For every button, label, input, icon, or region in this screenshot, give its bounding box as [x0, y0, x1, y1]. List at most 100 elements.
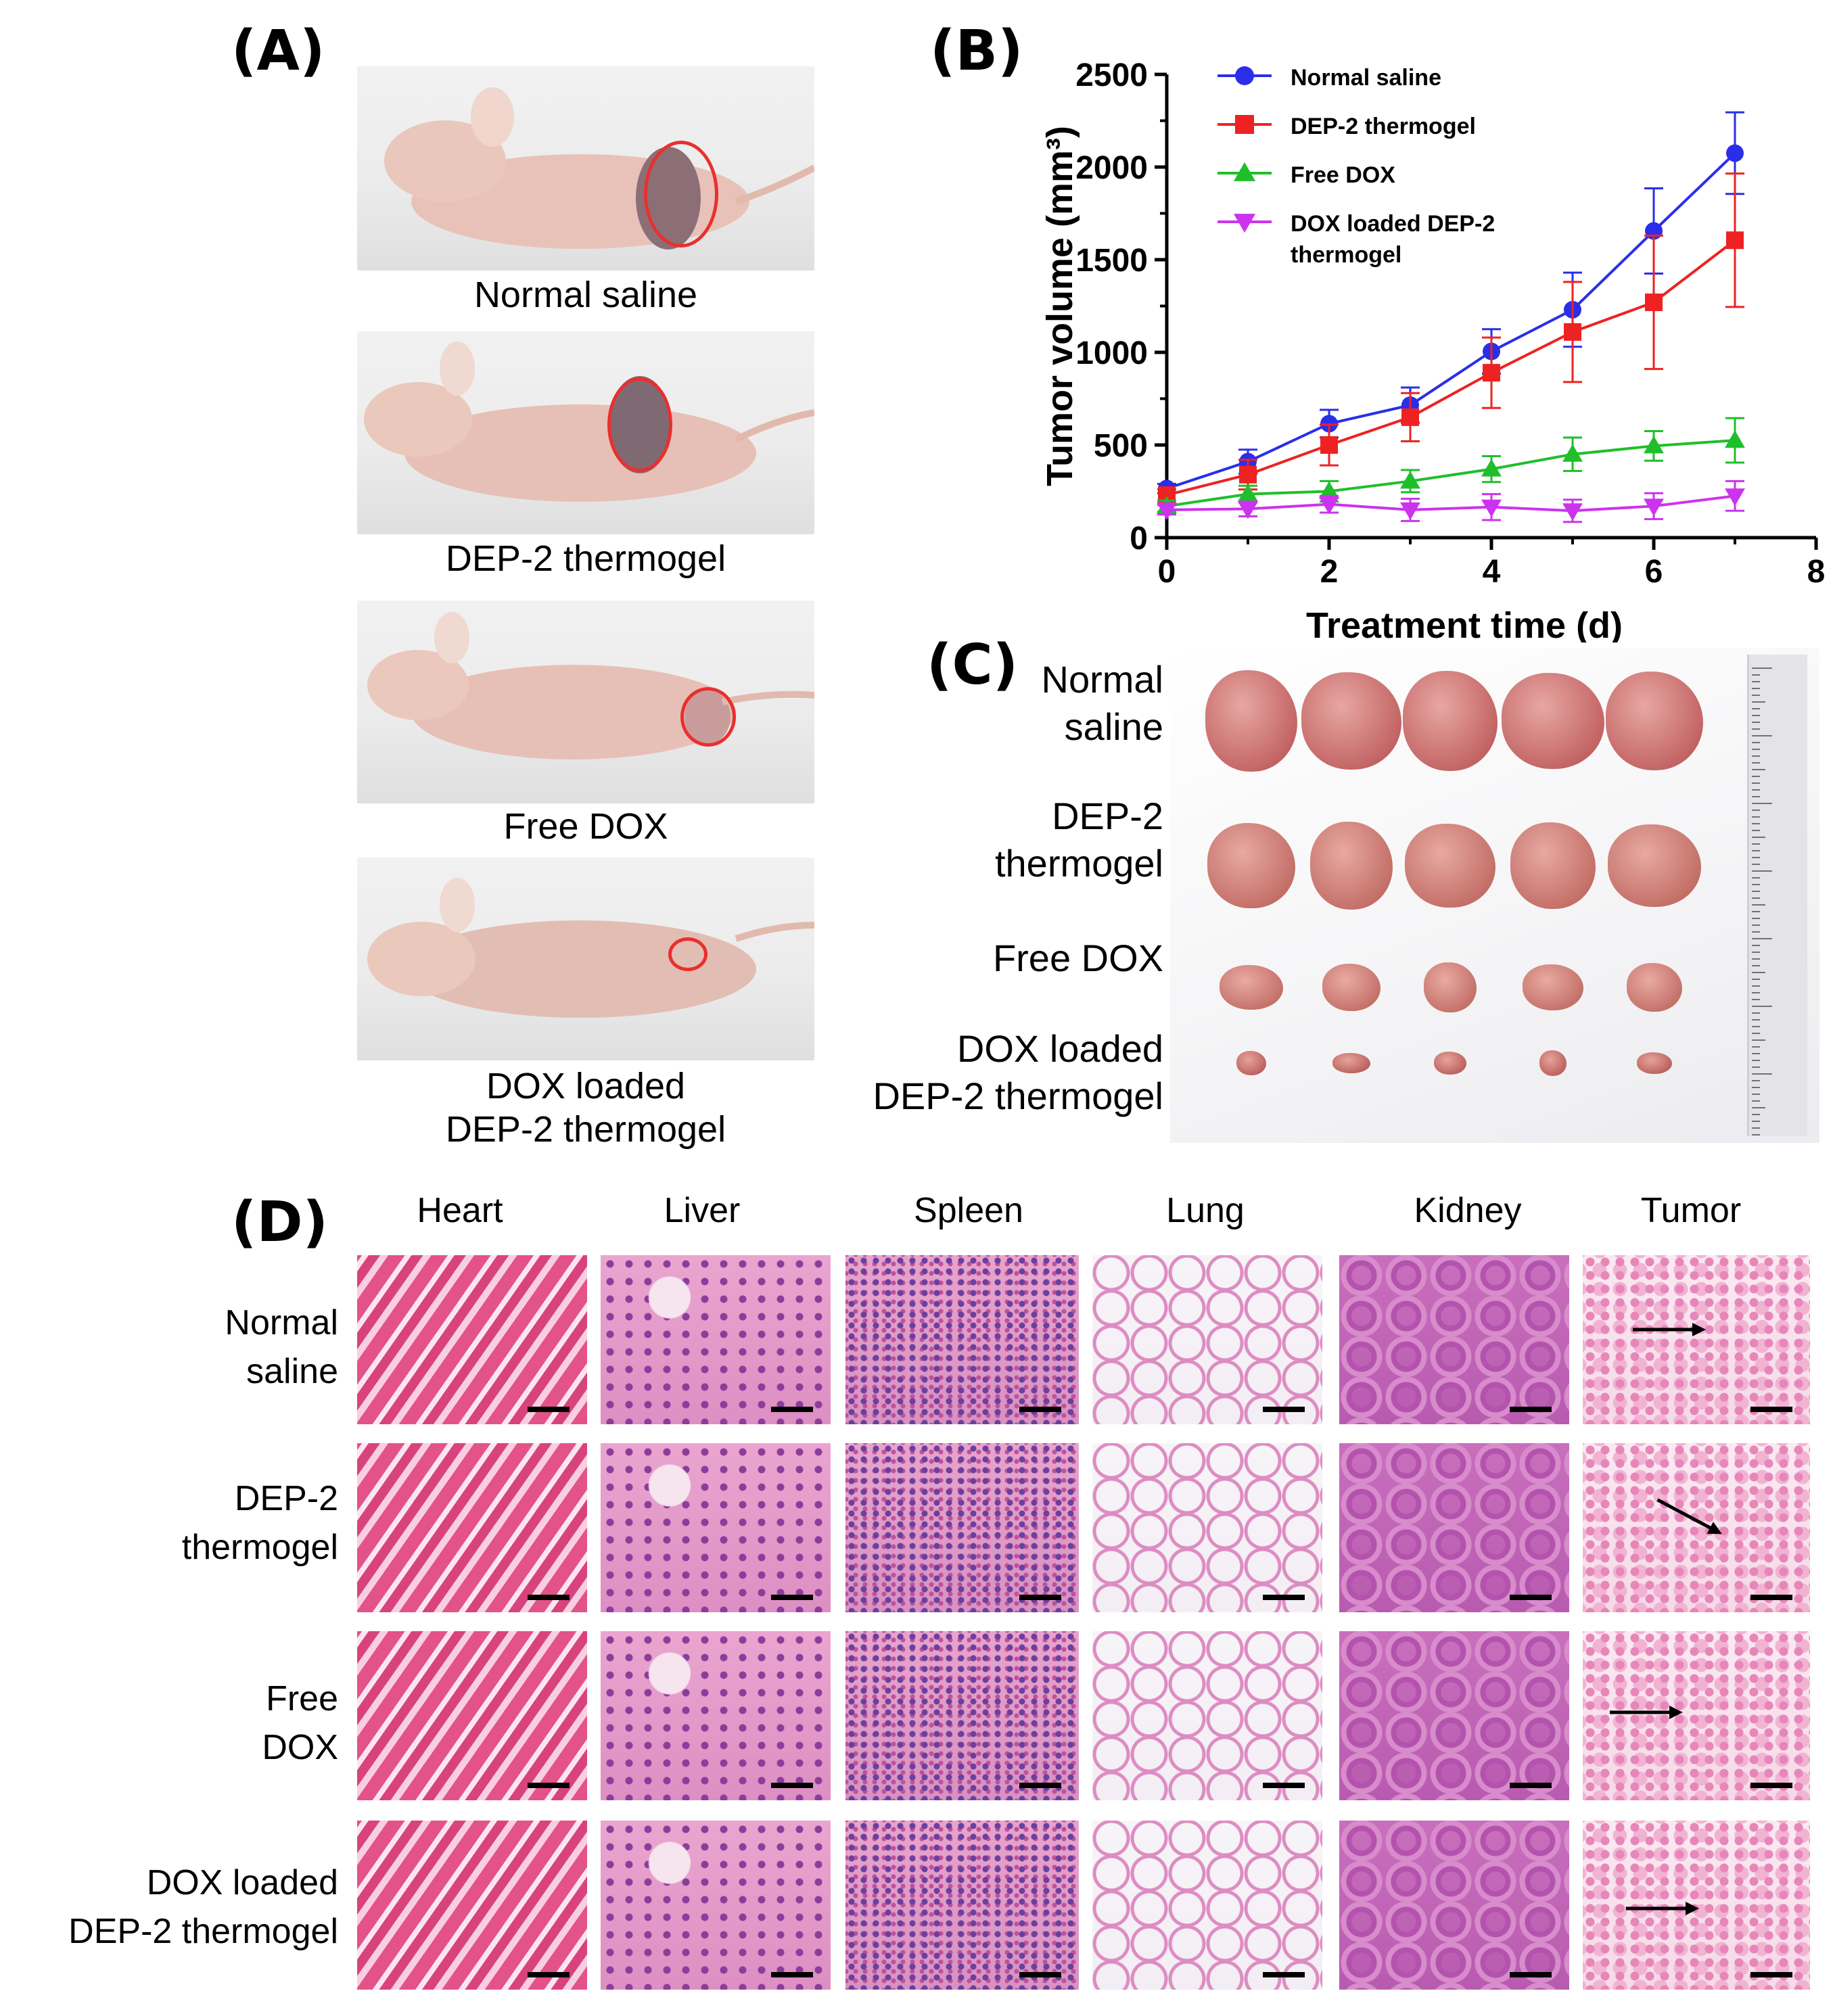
series-3-line	[1166, 494, 1736, 513]
series-1-point	[1564, 323, 1581, 341]
y-axis-label: Tumor volume (mm³)	[1040, 126, 1080, 486]
mouse-photo-dox-loaded	[357, 858, 814, 1060]
caption-dox-loaded: DOX loaded DEP-2 thermogel	[445, 1066, 726, 1150]
series-1-point	[1401, 408, 1419, 426]
histology-tile	[1092, 1443, 1322, 1612]
legend-label: DOX loaded DEP-2	[1291, 211, 1495, 237]
series-3-point	[1481, 499, 1502, 517]
x-axis-label: Treatment time (d)	[1306, 605, 1623, 642]
series-2-line	[1166, 439, 1736, 508]
excised-tumor	[1608, 824, 1701, 907]
panel-b-letter: (B)	[930, 19, 1023, 83]
histology-tile	[1583, 1255, 1810, 1424]
d-col-kidney: Kidney	[1414, 1191, 1522, 1230]
series-2-point	[1481, 459, 1502, 477]
legend-marker	[1233, 214, 1256, 233]
scale-bar	[1263, 1407, 1305, 1412]
caption-free-dox: Free DOX	[503, 806, 668, 847]
d-row-free-dox: Free DOX	[262, 1679, 338, 1767]
histology-tile	[357, 1255, 587, 1424]
c-row-label-free-dox: Free DOX	[992, 937, 1163, 979]
histology-tile	[601, 1631, 831, 1800]
scale-bar	[528, 1595, 570, 1600]
scale-bar	[1019, 1783, 1061, 1788]
series-1-line	[1166, 239, 1736, 496]
scale-bar	[1263, 1972, 1305, 1977]
tumor-volume-chart: 0 500 1000 1500 2000 2500 0 2 4 6 8 Treatment time …	[1040, 57, 1825, 642]
tumor-outline-icon	[668, 937, 707, 971]
excised-tumor	[1301, 672, 1401, 770]
c-row-label-dep2: DEP-2 thermogel	[994, 795, 1163, 885]
c-row-label-dox-loaded: DOX loaded DEP-2 thermogel	[873, 1027, 1163, 1117]
series-1-point	[1726, 231, 1744, 250]
scale-bar	[771, 1407, 813, 1412]
series-3-point	[1238, 501, 1258, 519]
excised-tumor	[1434, 1052, 1466, 1075]
excised-tumor	[1310, 822, 1393, 910]
y-tick-label: 2500	[1075, 57, 1148, 93]
scale-bar	[1750, 1972, 1792, 1977]
histology-tile	[601, 1443, 831, 1612]
scale-bar	[1263, 1783, 1305, 1788]
d-col-tumor: Tumor	[1640, 1191, 1742, 1230]
histology-tile	[1583, 1443, 1810, 1612]
histology-tile	[845, 1255, 1079, 1424]
excised-tumor	[1403, 671, 1498, 771]
y-tick-label: 1000	[1075, 335, 1148, 371]
series-2-point	[1400, 471, 1420, 489]
series-2-point	[1725, 430, 1745, 448]
histology-tile	[1339, 1821, 1569, 1990]
legend-label: thermogel	[1291, 242, 1401, 268]
panel-c-letter: (C)	[927, 633, 1019, 697]
excised-tumor	[1236, 1051, 1266, 1075]
d-col-lung: Lung	[1166, 1191, 1245, 1230]
arrow-icon	[1656, 1498, 1722, 1534]
panel-a-letter: (A)	[231, 19, 325, 83]
scale-bar	[771, 1595, 813, 1600]
series-0-point	[1726, 144, 1744, 162]
excised-tumor	[1332, 1053, 1370, 1073]
series-2-point	[1562, 444, 1583, 462]
excised-tumor	[1606, 672, 1703, 770]
scale-bar	[1263, 1595, 1305, 1600]
histology-tile	[1339, 1255, 1569, 1424]
d-row-dep2: DEP-2 thermogel	[181, 1479, 338, 1567]
excised-tumor	[1424, 962, 1477, 1012]
arrow-icon	[1626, 1902, 1699, 1915]
legend-marker	[1233, 162, 1256, 181]
d-col-spleen: Spleen	[914, 1191, 1023, 1230]
histology-tile	[357, 1821, 587, 1990]
histology-tile	[1583, 1631, 1810, 1800]
scale-bar	[1510, 1783, 1552, 1788]
histology-tile	[1092, 1255, 1322, 1424]
excised-tumors-photo	[1170, 648, 1819, 1143]
series-1-point	[1645, 294, 1663, 312]
histology-tile	[1339, 1631, 1569, 1800]
histology-tile	[845, 1821, 1079, 1990]
excised-tumor	[1207, 823, 1295, 908]
d-row-normal-saline: Normal saline	[225, 1303, 338, 1391]
excised-tumor	[1322, 964, 1380, 1011]
tumor-outline-icon	[680, 687, 736, 747]
legend-label: DEP-2 thermogel	[1291, 114, 1476, 139]
scale-bar	[771, 1783, 813, 1788]
scale-bar	[1510, 1595, 1552, 1600]
excised-tumor	[1405, 824, 1495, 908]
panel-d-letter: (D)	[231, 1190, 329, 1255]
series-3-point	[1157, 502, 1177, 520]
arrow-icon	[1610, 1706, 1683, 1719]
series-3-point	[1725, 488, 1745, 507]
excised-tumor	[1637, 1052, 1672, 1074]
histology-tile	[845, 1443, 1079, 1612]
d-col-heart: Heart	[417, 1191, 503, 1230]
scale-bar	[528, 1407, 570, 1412]
mouse-photo-dep2-thermogel	[357, 331, 814, 534]
scale-bar	[1019, 1972, 1061, 1977]
scale-bar	[1019, 1407, 1061, 1412]
legend-label: Free DOX	[1291, 162, 1395, 188]
scale-bar	[1750, 1595, 1792, 1600]
series-1-point	[1320, 436, 1338, 454]
excised-tumor	[1539, 1050, 1567, 1076]
histology-tile	[357, 1443, 587, 1612]
x-tick-label: 6	[1645, 554, 1663, 590]
